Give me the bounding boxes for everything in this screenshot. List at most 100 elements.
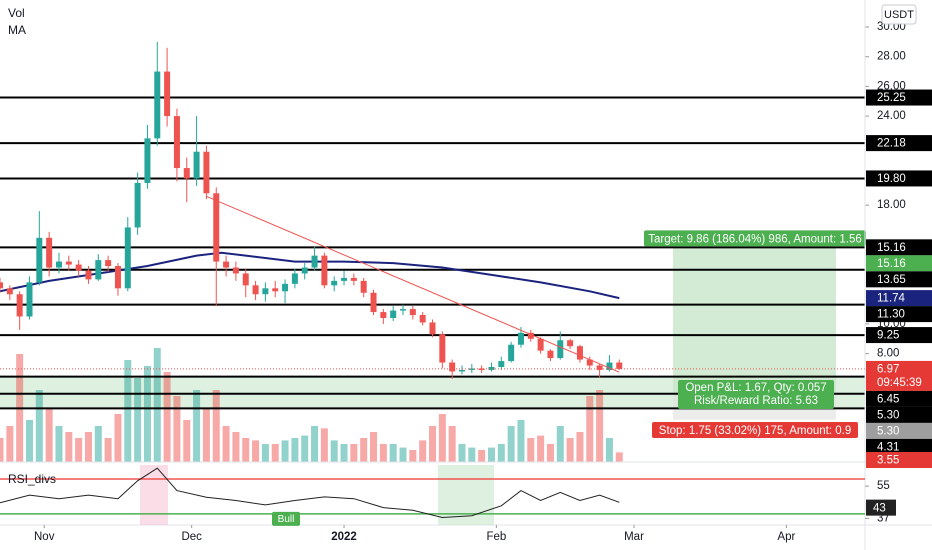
candle-body [508,344,515,362]
candle-body [85,270,92,280]
volume-bar [222,426,230,462]
candle-body [242,273,249,286]
x-tick-label: Dec [181,531,202,543]
target-text-box [644,230,866,247]
candle-body [105,260,112,267]
volume-bar [507,426,515,462]
price-label-box [866,360,932,391]
price-label: 5.30 [877,425,899,437]
price-label: 3.55 [877,455,899,467]
candle-body [291,273,298,284]
volume-bar [75,438,83,462]
candle-body [173,116,180,169]
volume-bar [114,414,122,462]
candle-body [124,227,131,289]
price-label: 19.80 [877,173,906,185]
candle-body [114,266,121,289]
volume-bar [183,420,191,462]
volume-bar [212,390,220,462]
candle-body [213,193,220,262]
volume-bar [252,440,260,462]
candle-body [46,237,53,268]
x-tick-label: Mar [624,531,644,543]
y-tick-label: 24.00 [877,110,906,122]
candle-body [478,368,485,370]
target-text: Target: 9.86 (186.04%) 986, Amount: 1.56 [648,233,862,245]
candle-body [537,338,544,351]
volume-bar [35,390,43,462]
candle-body [341,277,348,281]
volume-bar [271,444,279,462]
candle-body [360,280,367,293]
volume-bar [537,435,545,462]
vol-label: Vol [8,6,25,20]
ma-label: MA [8,23,26,37]
candle-body [0,282,3,289]
volume-bar [556,426,564,462]
candle-body [26,282,33,317]
y-tick-label: 8.00 [877,348,899,360]
candle-body [370,292,377,313]
volume-bar [478,450,486,462]
price-label-box [866,255,932,272]
volume-bar [458,444,466,462]
candle-body [134,182,141,228]
price-label: 25.25 [877,92,906,104]
candle-body [586,359,593,366]
candle-body [301,267,308,274]
volume-bar [576,432,584,462]
volume-bar [84,432,92,462]
candle-body [409,309,416,316]
candle-body [16,294,23,317]
price-label: 13.65 [877,274,906,286]
candle-body [193,151,200,179]
currency[interactable]: USDT [884,9,914,21]
currency-button[interactable] [881,4,917,25]
volume-bar [429,426,436,462]
rsi-highlight [140,465,168,525]
y-tick-label: 18.00 [877,199,906,211]
volume-bar [330,440,338,462]
volume-bar [104,438,112,462]
price-label: 5.30 [877,409,899,421]
candle-body [65,261,72,265]
volume-bar [0,438,4,462]
rsi-line [0,467,620,519]
volume-bar [389,444,397,462]
rsi-tick-label: 55 [877,480,890,492]
candle-body [262,288,269,295]
volume-bar [153,348,161,462]
candle-body [6,288,13,295]
volume-bar [379,444,387,462]
volume-bar [94,426,102,462]
volume-bar [615,452,623,462]
volume-bar [360,438,368,462]
candle-body [400,309,407,311]
candle-body [272,288,279,292]
price-label: 15.16 [877,242,906,254]
volume-bar [311,426,319,462]
price-label-box [866,452,932,468]
volume-bar [438,414,446,462]
volume-bar [419,440,427,462]
price-label: 4.31 [877,441,899,453]
price-label-box [866,170,932,187]
signal-label: Bull [278,514,295,525]
x-tick-label: 2022 [331,531,357,543]
volume-bar [497,444,505,462]
volume-bar [261,444,269,462]
candle-body [282,283,289,292]
volume-bar [350,444,358,462]
candle-body [419,315,426,323]
volume-bar [291,438,299,462]
rsi-current-box [866,499,896,516]
price-label-box [866,89,932,106]
candle-body [95,260,102,280]
candle-body [380,312,387,318]
rr-text: Risk/Reward Ratio: 5.63 [694,395,818,407]
candle-body [547,350,554,359]
price-label: 6.97 [877,363,899,375]
volume-bar [173,396,181,462]
volume-bar [301,435,309,462]
